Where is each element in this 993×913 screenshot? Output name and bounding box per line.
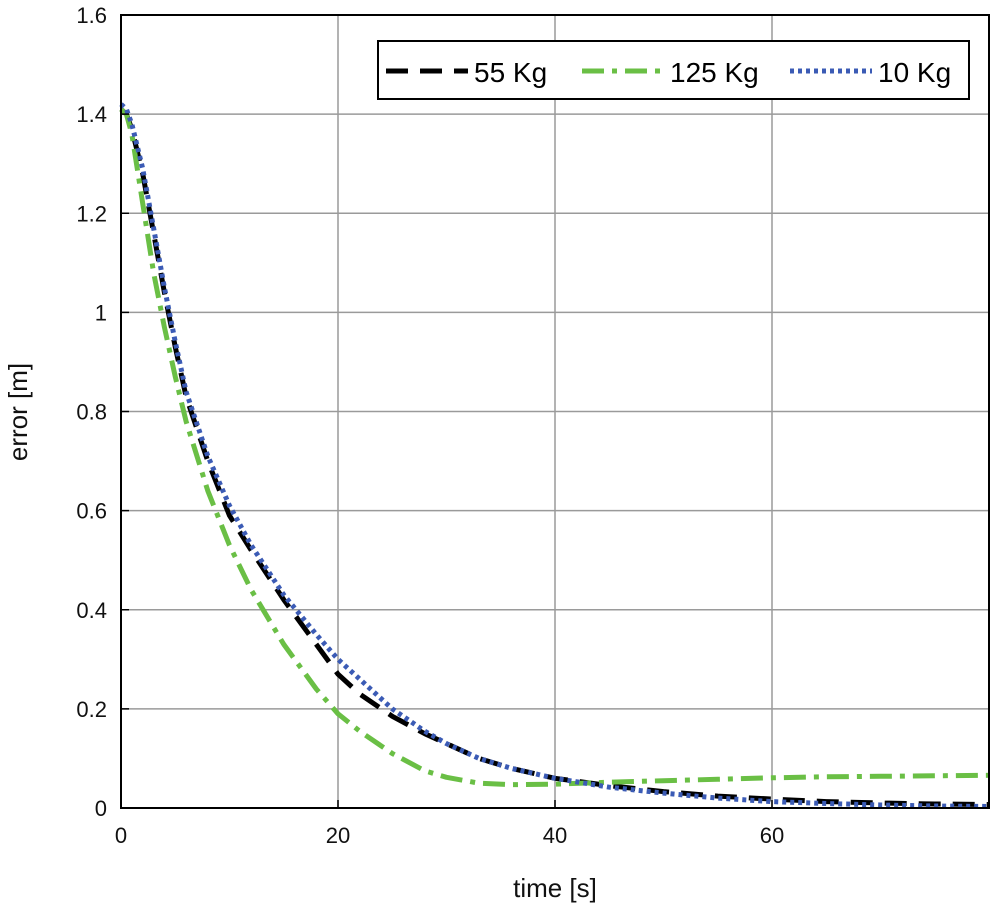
- legend: 55 Kg 125 Kg 10 Kg: [377, 40, 970, 100]
- y-tick-label: 0.2: [76, 697, 107, 722]
- axis-ticks: 0 20 40 60 0 0.2 0.4 0.6 0.8 1 1.2 1.4 1.6: [76, 3, 784, 848]
- x-tick-label: 60: [760, 823, 784, 848]
- x-tick-label: 0: [115, 823, 127, 848]
- legend-label: 55 Kg: [474, 57, 547, 88]
- x-tick-label: 20: [326, 823, 350, 848]
- y-axis-label: error [m]: [3, 363, 33, 461]
- series-lines: [119, 102, 990, 809]
- y-tick-label: 1.4: [76, 102, 107, 127]
- legend-label: 125 Kg: [670, 57, 759, 88]
- y-tick-label: 0.4: [76, 598, 107, 623]
- y-tick-label: 1.2: [76, 201, 107, 226]
- series-line-125-kg: [119, 107, 990, 788]
- legend-label: 10 Kg: [878, 57, 951, 88]
- y-tick-label: 1.6: [76, 3, 107, 28]
- series-line-10-kg: [119, 102, 990, 809]
- x-axis-label: time [s]: [513, 873, 597, 903]
- y-tick-label: 0: [95, 796, 107, 821]
- grid: [121, 15, 989, 808]
- y-tick-label: 1: [95, 300, 107, 325]
- y-tick-label: 0.8: [76, 400, 107, 425]
- x-tick-label: 40: [543, 823, 567, 848]
- y-tick-label: 0.6: [76, 499, 107, 524]
